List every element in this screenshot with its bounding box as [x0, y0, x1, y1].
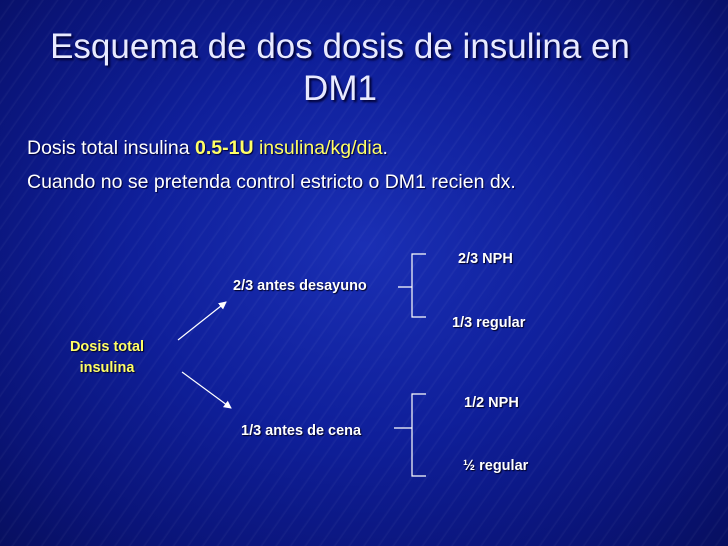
arrow-to-evening	[181, 371, 232, 409]
evening-nph-label: 1/2 NPH	[464, 395, 519, 411]
arrow-to-morning	[177, 301, 227, 341]
indication-line: Cuando no se pretenda control estricto o…	[27, 171, 516, 193]
slide-title: Esquema de dos dosis de insulina en DM1	[50, 27, 630, 108]
morning-nph-label: 2/3 NPH	[458, 251, 513, 267]
bracket-evening	[394, 393, 426, 477]
morning-regular-label: 1/3 regular	[452, 315, 526, 331]
evening-regular-label: ½ regular	[463, 458, 529, 474]
total-dose-line: Dosis total insulina 0.5-1U insulina/kg/…	[27, 136, 388, 160]
dose-unit: insulina/kg/dia	[258, 137, 383, 159]
bracket-morning	[398, 253, 426, 318]
root-node-total-dose: Dosis total insulina	[69, 339, 145, 376]
dose-suffix: .	[382, 137, 388, 159]
branch-evening-label: 1/3 antes de cena	[241, 423, 362, 439]
branch-morning-label: 2/3 antes desayuno	[233, 278, 367, 294]
dose-range: 0.5-1U	[195, 137, 254, 159]
total-dose-prefix: Dosis total insulina	[27, 137, 195, 159]
